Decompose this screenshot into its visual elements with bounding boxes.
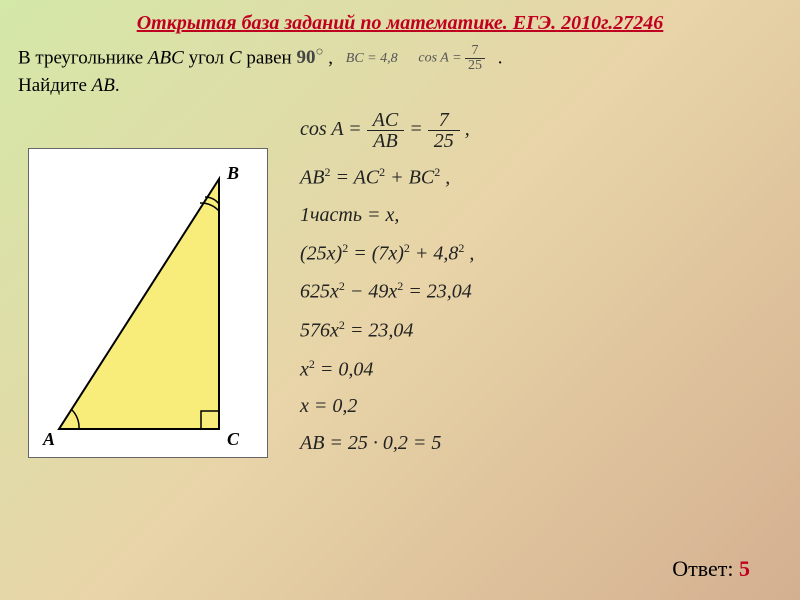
eq-x: x = 0,2	[300, 395, 474, 418]
angle-name: C	[229, 47, 242, 68]
answer: Ответ: 5	[672, 556, 750, 582]
text: В треугольнике	[18, 47, 148, 68]
problem-statement: В треугольнике ABC угол C равен 90○ , BC…	[0, 35, 800, 100]
text: угол	[184, 47, 229, 68]
vertex-b: B	[226, 163, 239, 183]
triangle-name: ABC	[148, 47, 184, 68]
vertex-a: A	[42, 429, 55, 449]
ninety-deg: 90○	[296, 47, 323, 68]
page-title: Открытая база заданий по математике. ЕГЭ…	[0, 0, 800, 35]
eq-ab: AB = 25 · 0,2 = 5	[300, 432, 474, 455]
comma: ,	[324, 47, 334, 68]
triangle-figure: A B C	[28, 148, 268, 458]
answer-value: 5	[739, 556, 750, 581]
text: равен	[242, 47, 297, 68]
eq-x2: x2 = 0,04	[300, 357, 474, 382]
solution-steps: cos A = ACAB = 725 , AB2 = AC2 + BC2 , 1…	[300, 110, 474, 469]
period: .	[498, 47, 503, 68]
eq-subst: (25x)2 = (7x)2 + 4,82 ,	[300, 241, 474, 266]
triangle-svg: A B C	[29, 149, 269, 459]
triangle-shape	[59, 179, 219, 429]
eq-expand: 625x2 − 49x2 = 23,04	[300, 279, 474, 304]
answer-label: Ответ:	[672, 556, 739, 581]
find-target: AB	[92, 75, 115, 96]
eq-simplify: 576x2 = 23,04	[300, 318, 474, 343]
text: Найдите	[18, 75, 92, 96]
eq-part: 1часть = x,	[300, 204, 474, 227]
bc-value: BC = 4,8	[346, 49, 398, 69]
vertex-c: C	[227, 429, 240, 449]
eq-cosA: cos A = ACAB = 725 ,	[300, 110, 474, 151]
text: .	[115, 75, 120, 96]
cosA-expr: cos A = 725	[418, 44, 485, 73]
eq-pythag: AB2 = AC2 + BC2 ,	[300, 165, 474, 190]
